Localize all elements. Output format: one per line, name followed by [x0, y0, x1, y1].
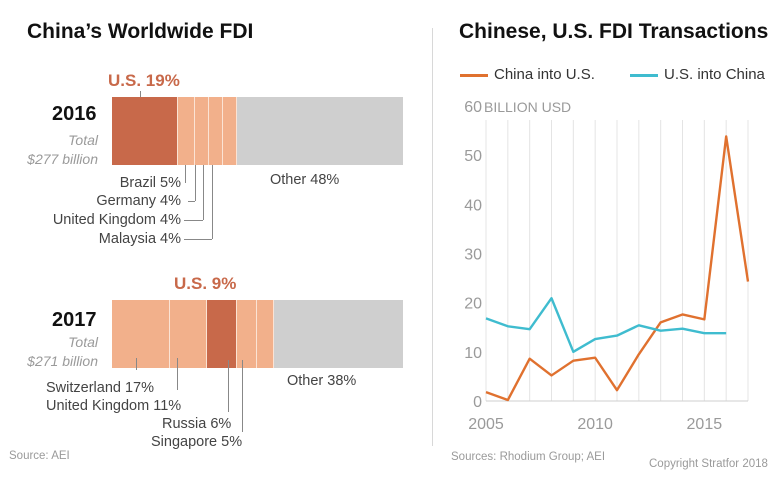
copyright: Copyright Stratfor 2018: [649, 458, 768, 470]
y-tick-label: 40: [464, 197, 482, 214]
label-other-2016: Other 48%: [270, 172, 340, 188]
series-line-us-into-china: [485, 297, 727, 354]
y-tick-label: 60: [464, 99, 482, 116]
leader-singapore-2017: [242, 360, 243, 432]
bar-segment-other: [274, 300, 403, 368]
total-label: Total: [68, 334, 98, 350]
leader-malaysia-h-2016: [184, 239, 212, 240]
leader-uk-2016: [203, 165, 204, 220]
left-source: Source: AEI: [9, 450, 70, 462]
label-other-2017: Other 38%: [287, 373, 357, 389]
label-russia-2017: Russia 6%: [162, 416, 232, 432]
y-tick-label: 0: [473, 394, 482, 411]
bar-segment-malaysia: [222, 97, 237, 165]
stacked-bar-2016: [112, 97, 403, 165]
year-label-2017: 2017: [52, 309, 97, 331]
series-line-china-into-us: [485, 135, 750, 402]
panel-divider: [432, 28, 433, 446]
total-value-2016: $277 billion: [27, 151, 98, 167]
us-label-2017: U.S. 9%: [174, 274, 237, 293]
y-tick-label: 30: [464, 247, 482, 264]
year-label-2016: 2016: [52, 103, 97, 125]
legend-swatch-china: [460, 74, 488, 77]
label-uk-2017: United Kingdom 11%: [46, 398, 182, 414]
leader-germany-h-2016: [188, 201, 195, 202]
x-tick-label: 2010: [577, 416, 613, 433]
y-tick-label: 50: [464, 148, 482, 165]
label-switzerland-2017: Switzerland 17%: [46, 380, 154, 396]
left-chart-title: China’s Worldwide FDI: [27, 20, 254, 43]
bar-segment-switzerland: [112, 300, 170, 368]
leader-uk-2017: [177, 358, 178, 390]
bar-segment-united-kingdom: [169, 300, 207, 368]
label-uk-2016: United Kingdom 4%: [52, 212, 181, 228]
y-axis-label: BILLION USD: [484, 99, 571, 115]
legend-swatch-us: [630, 74, 658, 77]
us-label-2016: U.S. 19%: [108, 71, 180, 90]
right-chart-title: Chinese, U.S. FDI Transactions: [459, 20, 769, 43]
leader-russia-2017: [228, 360, 229, 412]
bar-segment-u-s-: [112, 97, 178, 165]
label-germany-2016: Germany 4%: [96, 193, 181, 209]
x-tick-label: 2015: [687, 416, 723, 433]
bar-segment-singapore: [257, 300, 275, 368]
label-brazil-2016: Brazil 5%: [119, 175, 181, 191]
label-singapore-2017: Singapore 5%: [151, 434, 243, 450]
total-2017: Total $271 billion: [0, 333, 98, 371]
bar-segment-other: [236, 97, 403, 165]
right-source: Sources: Rhodium Group; AEI: [451, 451, 606, 463]
bar-segment-united-kingdom: [208, 97, 223, 165]
total-value-2017: $271 billion: [27, 353, 98, 369]
total-label: Total: [68, 132, 98, 148]
bar-segment-brazil: [177, 97, 196, 165]
us-leader-2016: [140, 91, 141, 99]
leader-germany-2016: [195, 165, 196, 201]
bar-segment-germany: [195, 97, 209, 165]
bar-segment-u-s-: [206, 300, 238, 368]
stacked-bar-2017: [112, 300, 403, 368]
legend-label-us: U.S. into China: [664, 66, 765, 83]
y-tick-label: 20: [464, 296, 482, 313]
legend-label-china: China into U.S.: [494, 66, 595, 83]
total-2016: Total $277 billion: [0, 131, 98, 169]
y-tick-label: 10: [464, 345, 482, 362]
leader-switzerland-2017: [136, 358, 137, 370]
leader-malaysia-2016: [212, 165, 213, 239]
x-tick-label: 2005: [468, 416, 504, 433]
leader-brazil-2016: [185, 165, 186, 183]
label-malaysia-2016: Malaysia 4%: [98, 231, 181, 247]
bar-segment-russia: [237, 300, 258, 368]
leader-uk-h-2016: [184, 220, 203, 221]
line-chart: 0 10 20 30 40 50 60 BILLION USD 2005 2010 2015: [464, 99, 750, 433]
